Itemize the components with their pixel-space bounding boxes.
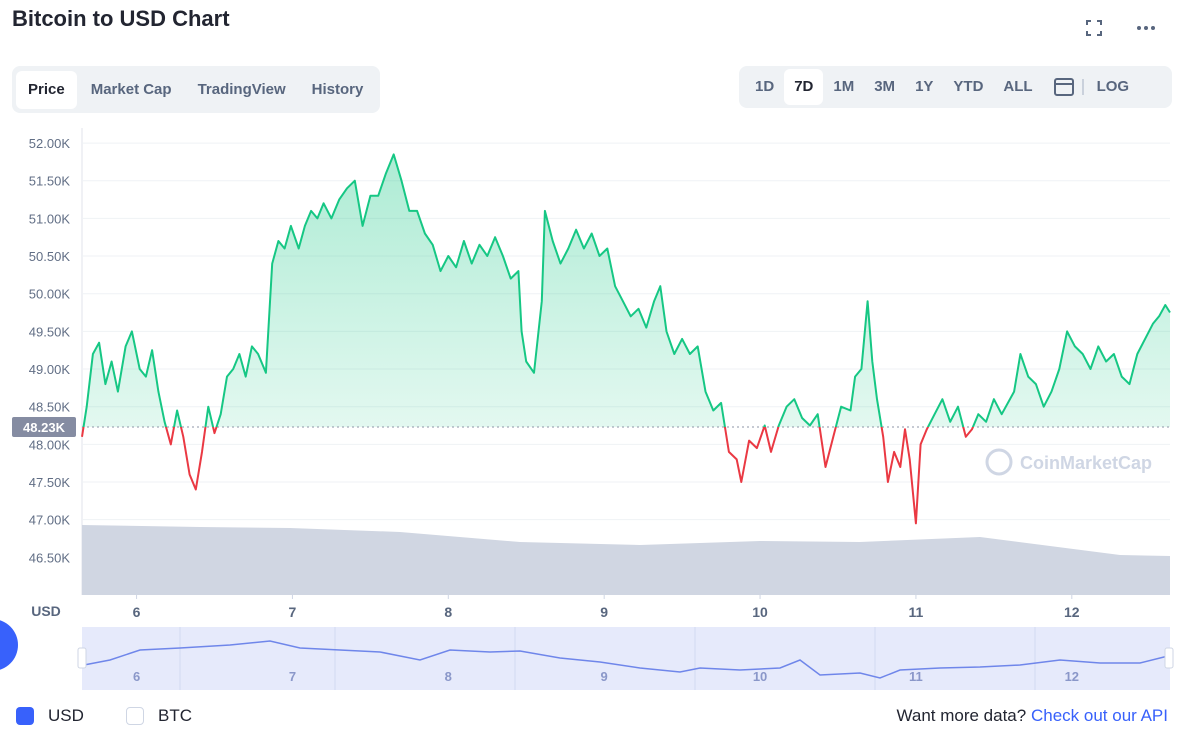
- y-tick-label: 52.00K: [29, 136, 71, 151]
- top-icons: [1086, 20, 1155, 36]
- navigator-tick-label: 6: [133, 669, 140, 684]
- navigator-tick-label: 9: [601, 669, 608, 684]
- x-tick-label: 7: [289, 604, 297, 620]
- y-tick-label: 48.50K: [29, 400, 71, 415]
- more-icon[interactable]: [1137, 26, 1155, 30]
- y-tick-label: 51.00K: [29, 211, 71, 226]
- tab[interactable]: History: [311, 80, 364, 98]
- currency-label: USD: [48, 706, 84, 725]
- calendar-icon[interactable]: [1043, 75, 1087, 99]
- range-button[interactable]: LOG: [1096, 78, 1130, 95]
- navigator-bg: [82, 627, 1170, 690]
- navigator-tick-label: 8: [445, 669, 452, 684]
- chart: 46.50K 47.00K 47.50K 48.00K 48.50K 49.00K 49.5…: [0, 128, 1174, 690]
- x-tick-label: 12: [1064, 604, 1080, 620]
- price-badge: [12, 417, 76, 438]
- y-tick-label: 47.00K: [29, 513, 71, 528]
- volume-band: [82, 525, 1170, 595]
- range-button[interactable]: 1M: [833, 78, 855, 95]
- price-line: [81, 153, 1171, 525]
- navigator-tick-label: 10: [753, 669, 767, 684]
- range-group: 1D 7D 1M 3M 1Y YTD ALL LOG: [739, 66, 1172, 108]
- range-button[interactable]: ALL: [1003, 78, 1033, 95]
- tab-group: Price Market Cap TradingView History: [12, 66, 380, 113]
- api-link[interactable]: Check out our API: [1030, 706, 1168, 725]
- range-button[interactable]: 7D: [784, 69, 824, 105]
- tab[interactable]: Price: [16, 70, 77, 109]
- y-tick-label: 49.00K: [29, 362, 71, 377]
- tab[interactable]: TradingView: [197, 80, 286, 98]
- y-tick-label: 46.50K: [29, 550, 71, 565]
- fullscreen-icon[interactable]: [1086, 20, 1102, 36]
- navigator-tick-label: 11: [909, 669, 923, 684]
- watermark-logo: [985, 448, 1013, 476]
- navigator-handle[interactable]: [77, 647, 87, 669]
- watermark: CoinMarketCap: [1020, 453, 1152, 473]
- y-tick-label: 49.50K: [29, 324, 71, 339]
- currency-toggle[interactable]: USD: [16, 706, 84, 726]
- area-fill: [83, 154, 1170, 428]
- x-tick-label: 10: [752, 604, 768, 620]
- y-tick-label: 47.50K: [29, 475, 71, 490]
- checkbox[interactable]: [126, 707, 144, 725]
- currency-label: BTC: [158, 706, 192, 725]
- range-button[interactable]: 1Y: [915, 78, 934, 95]
- y-tick-label: 50.50K: [29, 249, 71, 264]
- title: Bitcoin to USD Chart: [12, 6, 230, 31]
- range-button[interactable]: 1D: [755, 78, 775, 95]
- range-button[interactable]: 3M: [874, 78, 896, 95]
- side-widget[interactable]: [0, 619, 18, 671]
- navigator-tick-label: 12: [1065, 669, 1079, 684]
- navigator-line: [83, 640, 1169, 679]
- price-badge-label: 48.23K: [23, 420, 66, 435]
- footer: Want more data? Check out our API: [896, 706, 1168, 726]
- checkbox-checked[interactable]: [16, 707, 34, 725]
- navigator-tick-label: 7: [289, 669, 296, 684]
- y-tick-label: 51.50K: [29, 174, 71, 189]
- footer-text: Want more data?: [896, 706, 1027, 725]
- navigator-handle[interactable]: [1164, 647, 1174, 669]
- y-axis-unit: USD: [31, 603, 61, 619]
- x-tick-label: 6: [133, 604, 141, 620]
- y-tick-label: 50.00K: [29, 287, 71, 302]
- range-button[interactable]: YTD: [953, 78, 984, 95]
- x-tick-label: 9: [600, 604, 608, 620]
- tab[interactable]: Market Cap: [90, 80, 172, 98]
- currency-toggle[interactable]: BTC: [126, 706, 192, 726]
- x-tick-label: 8: [444, 604, 452, 620]
- y-tick-label: 48.00K: [29, 437, 71, 452]
- x-tick-label: 11: [909, 604, 924, 620]
